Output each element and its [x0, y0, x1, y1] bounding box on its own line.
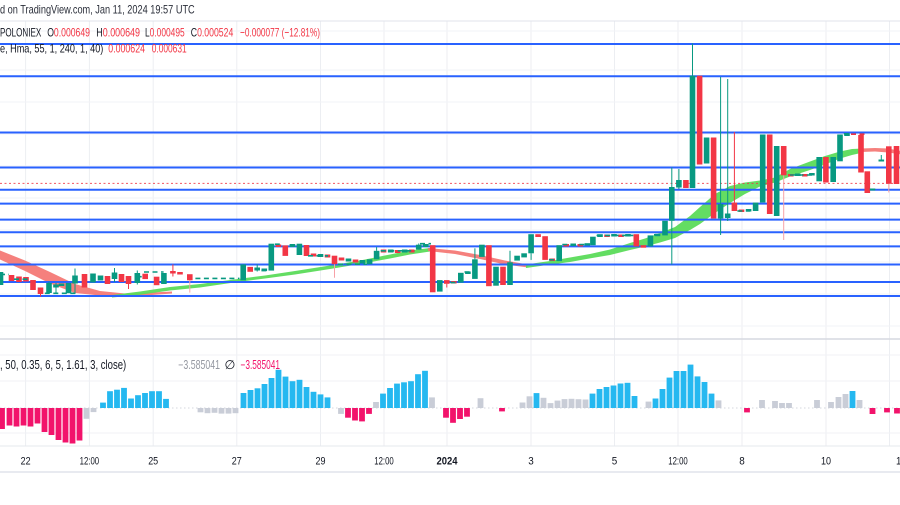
- svg-text:3: 3: [528, 456, 534, 468]
- svg-text:0.000624: 0.000624: [108, 41, 145, 55]
- svg-text:5: 5: [612, 456, 618, 468]
- svg-text:12:00: 12:00: [668, 456, 688, 468]
- svg-text:, 50, 0.35, 6, 5, 1.61, 3, clo: , 50, 0.35, 6, 5, 1.61, 3, close): [0, 358, 126, 372]
- svg-text:C0.000524: C0.000524: [191, 26, 234, 40]
- svg-text:−0.000077 (−12.81%): −0.000077 (−12.81%): [240, 26, 320, 40]
- svg-text:29: 29: [316, 456, 326, 468]
- svg-text:POLONIEX: POLONIEX: [0, 26, 41, 40]
- svg-text:11: 11: [896, 456, 900, 468]
- svg-text:e, Hma, 55, 1, 240, 1, 40): e, Hma, 55, 1, 240, 1, 40): [0, 41, 103, 55]
- svg-text:12:00: 12:00: [374, 456, 394, 468]
- svg-text:O0.000649: O0.000649: [47, 26, 90, 40]
- svg-text:−3.585041: −3.585041: [178, 358, 220, 372]
- svg-text:d on TradingView.com, Jan 11,: d on TradingView.com, Jan 11, 2024 19:57…: [0, 3, 195, 17]
- svg-text:∅: ∅: [225, 358, 236, 372]
- svg-text:2024: 2024: [437, 456, 459, 468]
- svg-text:8: 8: [739, 456, 745, 468]
- svg-text:10: 10: [821, 456, 831, 468]
- svg-text:12:00: 12:00: [80, 456, 100, 468]
- svg-text:22: 22: [21, 456, 31, 468]
- svg-text:25: 25: [148, 456, 158, 468]
- svg-text:−3.585041: −3.585041: [241, 358, 281, 372]
- svg-text:H0.000649: H0.000649: [96, 26, 140, 40]
- svg-text:0.000631: 0.000631: [152, 41, 187, 55]
- svg-text:27: 27: [232, 456, 242, 468]
- svg-text:L0.000495: L0.000495: [145, 26, 185, 40]
